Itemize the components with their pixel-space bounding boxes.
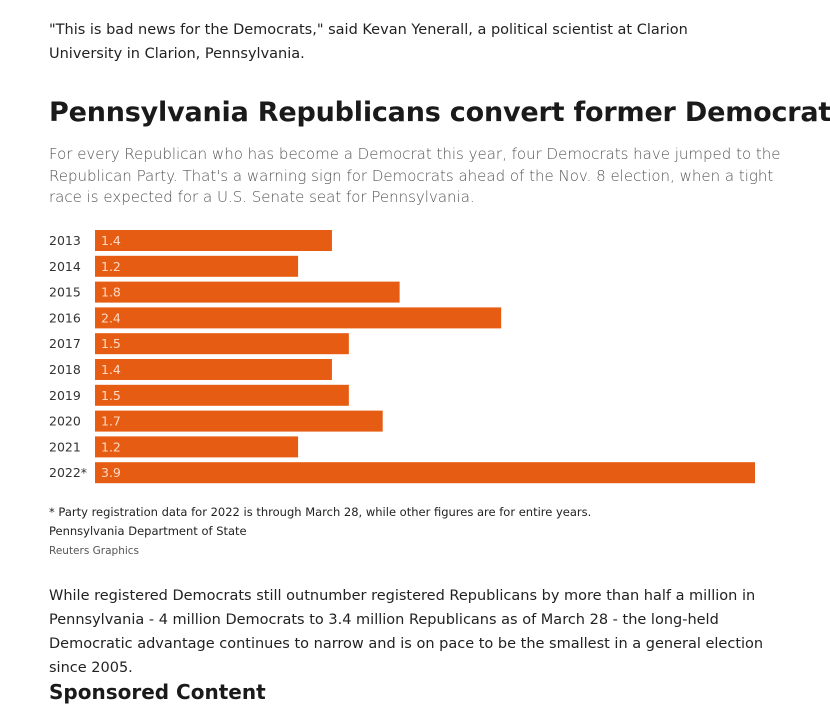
bar [95, 333, 349, 355]
category-label: 2013 [49, 233, 81, 248]
bar-value-label: 2.4 [101, 310, 121, 325]
bar-value-label: 1.4 [101, 362, 121, 377]
bar-value-label: 1.5 [101, 336, 121, 351]
chart-subtitle: For every Republican who has become a De… [49, 145, 781, 206]
bar-value-label: 1.8 [101, 285, 121, 300]
chart-title: Pennsylvania Republicans convert former … [49, 97, 830, 128]
bar [95, 410, 383, 432]
bar [95, 384, 349, 406]
bar-chart: 2013 1.4 2014 1.2 2015 1.8 2016 2.4 2017 1.5 2018 1… [49, 230, 755, 484]
bar [95, 462, 755, 484]
category-label: 2017 [49, 336, 81, 351]
bar-value-label: 3.9 [101, 465, 121, 480]
category-label: 2021 [49, 439, 81, 454]
category-label: 2014 [49, 259, 81, 274]
chart-source: Pennsylvania Department of State [49, 524, 247, 538]
bar-value-label: 1.2 [101, 259, 121, 274]
bar [95, 436, 299, 458]
category-label: 2022* [49, 465, 87, 480]
article-quote: "This is bad news for the Democrats," sa… [49, 22, 688, 62]
category-label: 2015 [49, 285, 81, 300]
bar-value-label: 1.4 [101, 233, 121, 248]
bar-value-label: 1.5 [101, 388, 121, 403]
bar [95, 281, 400, 303]
bar [95, 307, 502, 329]
article-paragraph: While registered Democrats still outnumb… [49, 588, 764, 676]
chart-credit: Reuters Graphics [49, 545, 140, 557]
sponsored-content-heading: Sponsored Content [49, 680, 266, 704]
bar-value-label: 1.7 [101, 414, 121, 429]
bar [95, 230, 332, 251]
category-label: 2020 [49, 414, 81, 429]
bar [95, 255, 299, 277]
bar [95, 359, 332, 380]
chart-footnote: * Party registration data for 2022 is th… [49, 505, 592, 519]
category-label: 2019 [49, 388, 81, 403]
bar-value-label: 1.2 [101, 439, 121, 454]
category-label: 2018 [49, 362, 81, 377]
category-label: 2016 [49, 310, 81, 325]
